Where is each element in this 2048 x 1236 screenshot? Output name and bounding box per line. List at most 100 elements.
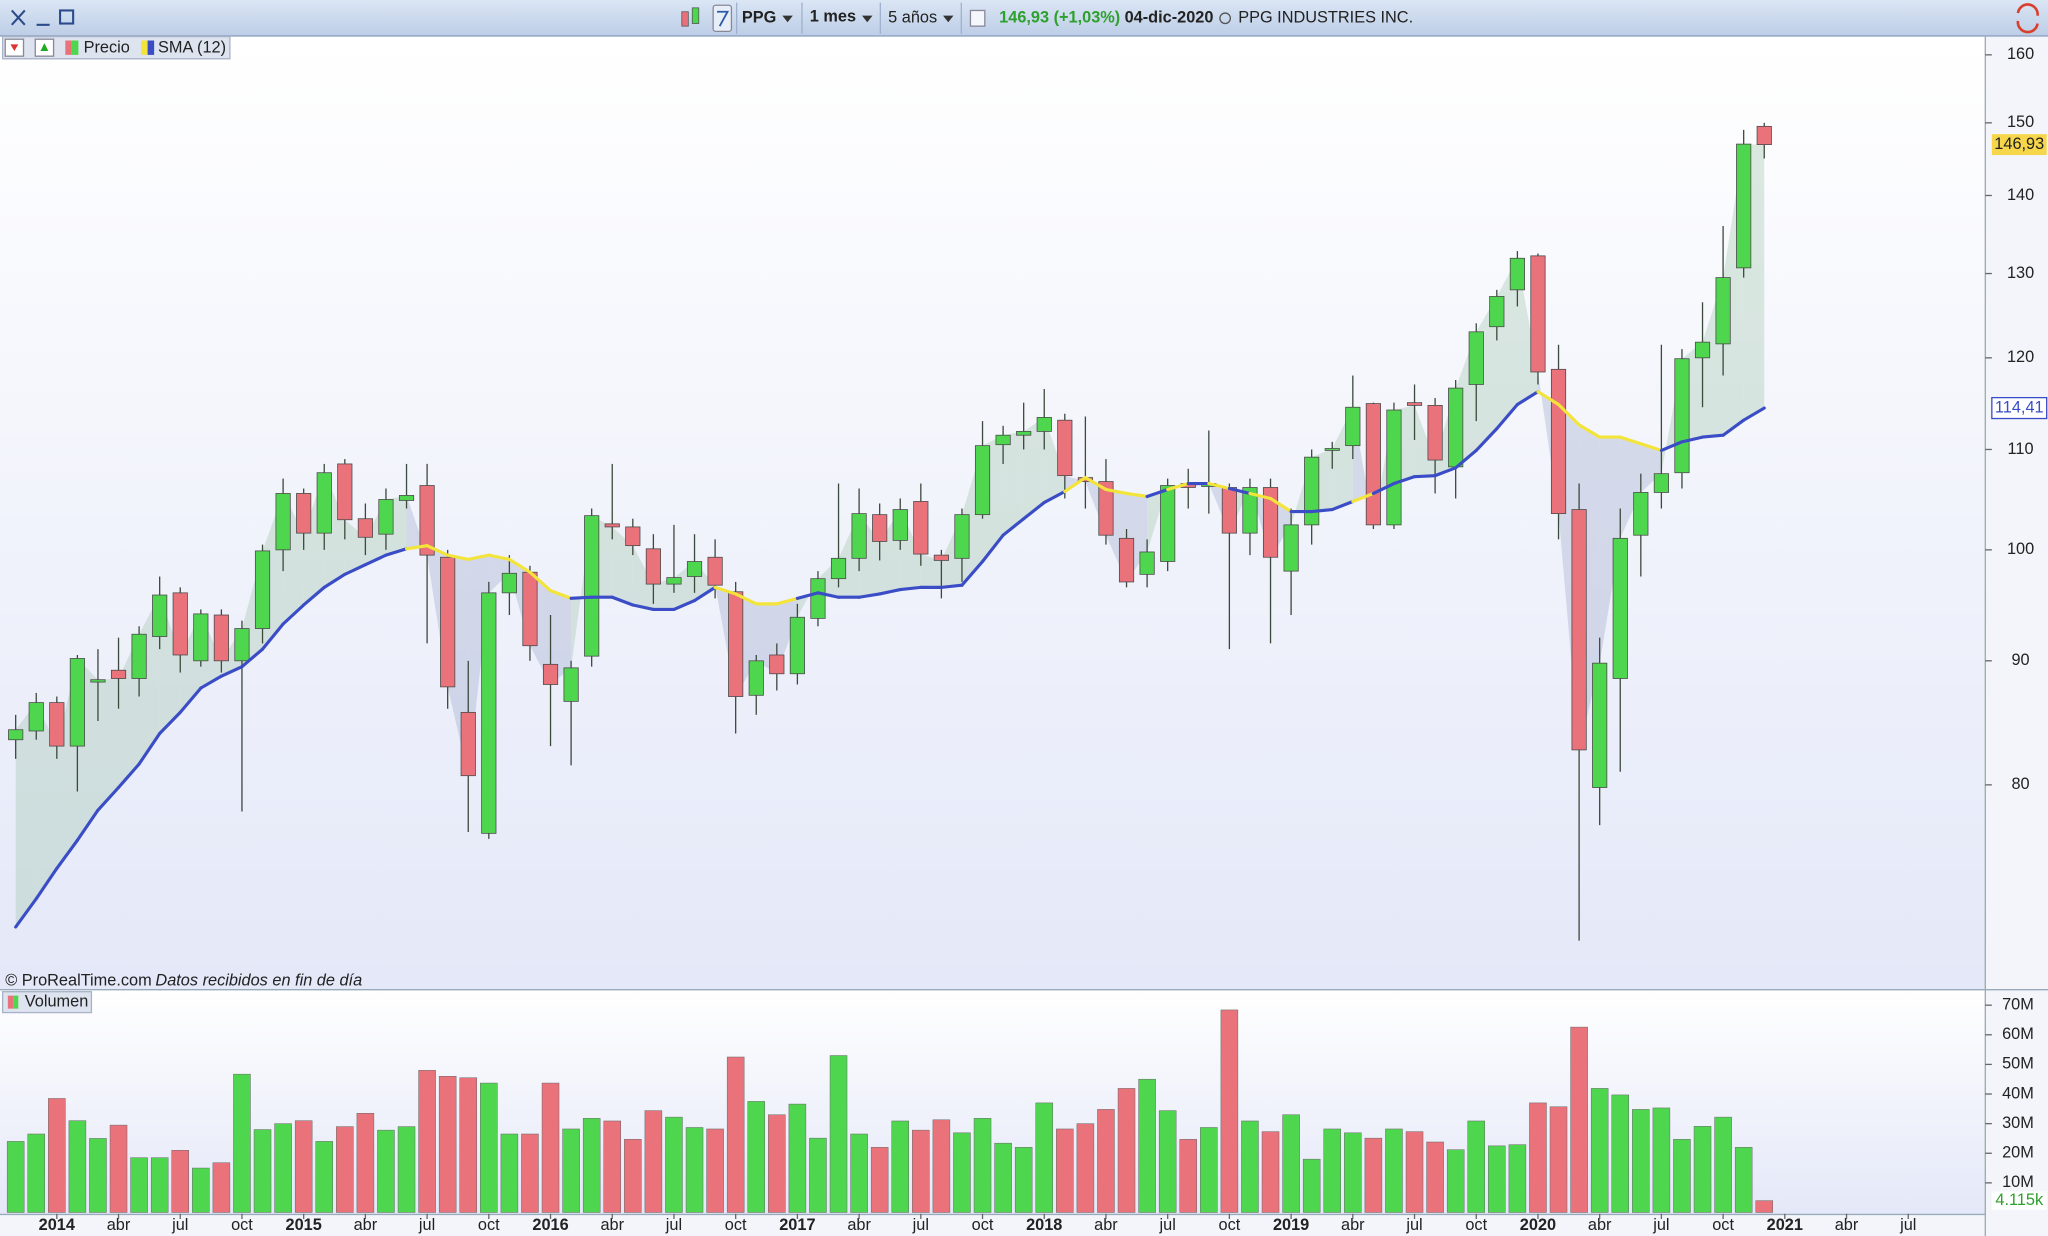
volume-bar <box>1344 1132 1362 1213</box>
volume-bar <box>624 1139 642 1213</box>
arrow-icon <box>10 44 19 51</box>
volume-bar <box>89 1138 107 1213</box>
legend-volume: Volumen <box>25 992 88 1010</box>
volume-bar <box>212 1162 231 1213</box>
sma-line <box>1310 507 1334 514</box>
volume-bar <box>1714 1116 1732 1213</box>
candle-body <box>1715 277 1731 345</box>
x-tick-label: 2019 <box>1273 1216 1309 1234</box>
candle-body <box>1365 403 1381 526</box>
volume-bar <box>1632 1109 1650 1213</box>
sma-gap-area <box>15 702 37 928</box>
sma-line <box>96 785 121 812</box>
volume-bar <box>1138 1078 1156 1213</box>
sma-line <box>713 585 738 596</box>
y-tick-label: 30M <box>2002 1114 2034 1132</box>
x-tick-label: jul <box>1159 1216 1176 1234</box>
data-note: Datos recibidos en fin de día <box>155 972 362 990</box>
sma-line <box>1474 427 1499 452</box>
chart-type-icon[interactable] <box>681 4 733 33</box>
candle-body <box>8 729 24 741</box>
sma-line <box>528 570 553 593</box>
candle-body <box>913 501 929 555</box>
volume-bar <box>1076 1123 1095 1213</box>
sma-gap-area <box>97 678 119 811</box>
sma-line <box>1063 476 1087 494</box>
legend-box <box>1 35 231 60</box>
candle-body <box>1633 492 1649 536</box>
sma-line <box>1618 435 1643 446</box>
x-tick-label: abr <box>600 1216 624 1234</box>
volume-bar <box>726 1056 745 1213</box>
sma-line <box>960 559 985 587</box>
x-tick-label: jul <box>1899 1216 1916 1234</box>
x-tick-label: abr <box>354 1216 378 1234</box>
x-tick-label: abr <box>1835 1216 1859 1234</box>
sma-gap-area <box>36 702 57 899</box>
sma-line <box>1392 475 1417 486</box>
interval-selector[interactable]: 1 mes <box>810 7 856 25</box>
sma-line <box>569 595 594 600</box>
dropdown-arrow <box>862 15 873 23</box>
y-tick-label: 110 <box>2008 440 2034 458</box>
candle-body <box>398 495 415 501</box>
maximize-button[interactable] <box>59 9 75 25</box>
sma-line <box>1022 500 1046 521</box>
x-tick-label: oct <box>1465 1216 1487 1234</box>
candle-body <box>1036 417 1052 432</box>
volume-bar <box>1611 1094 1629 1213</box>
candle-body <box>28 702 44 732</box>
y-tick-label: 120 <box>2007 348 2034 366</box>
volume-bar <box>48 1098 66 1213</box>
candle-body <box>810 578 826 619</box>
candle-body <box>1283 524 1299 572</box>
candle-body <box>974 445 991 516</box>
close-button[interactable] <box>10 9 26 26</box>
candle-body <box>892 509 908 541</box>
sma-line <box>1227 486 1252 496</box>
sma-gap-area <box>612 526 633 605</box>
legend-swatch <box>141 40 148 55</box>
sma-line <box>1495 402 1519 431</box>
candle-body <box>1118 537 1135 583</box>
candle-body <box>1160 485 1176 562</box>
candle-body <box>707 556 723 586</box>
volume-bar <box>1570 1026 1588 1213</box>
x-tick-label: oct <box>725 1216 747 1234</box>
sma-value-box <box>1991 396 2048 420</box>
sma-line <box>343 563 367 576</box>
info-icon[interactable] <box>969 9 986 27</box>
y-tick-label: 100 <box>2007 540 2034 558</box>
sma-gap-area <box>1003 431 1024 536</box>
refresh-icon[interactable] <box>2016 3 2039 34</box>
y-tick-label: 160 <box>2007 45 2034 63</box>
sma-line <box>487 553 511 561</box>
candle-body <box>522 571 538 647</box>
candle-body <box>686 561 703 577</box>
candle-body <box>131 633 147 679</box>
candle-body <box>501 572 517 594</box>
volume-bar <box>1117 1088 1136 1213</box>
volume-value-label: 4.115k <box>1995 1191 2044 1209</box>
sma-line <box>14 897 38 929</box>
symbol-selector[interactable]: PPG <box>742 9 776 27</box>
sma-line <box>1351 491 1375 504</box>
range-selector[interactable]: 5 años <box>888 9 937 27</box>
x-tick-label: jul <box>171 1216 188 1234</box>
sma-line <box>1639 442 1663 452</box>
sma-line <box>1556 402 1581 427</box>
volume-bar <box>1549 1106 1568 1213</box>
volume-bar <box>973 1118 992 1213</box>
sma-line <box>1433 466 1458 478</box>
candle-body <box>357 518 373 538</box>
volume-bar <box>315 1141 333 1213</box>
sma-line <box>1001 517 1026 537</box>
volume-bar <box>192 1167 210 1213</box>
candle-body <box>275 493 291 551</box>
sma-line <box>75 808 100 842</box>
volume-bar <box>500 1133 519 1213</box>
sma-gap-area <box>1599 437 1621 664</box>
dropdown-arrow <box>782 15 793 23</box>
candle-body <box>254 550 271 629</box>
volume-bar <box>1755 1200 1773 1213</box>
